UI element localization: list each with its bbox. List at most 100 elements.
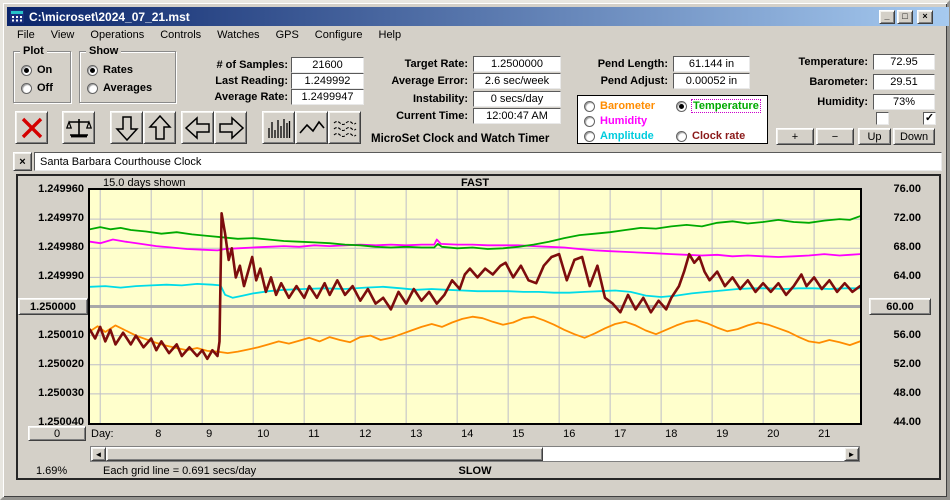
axis-tick-label: 56.00 [893, 328, 921, 341]
instability-label: Instability: [412, 93, 468, 105]
slow-label: SLOW [458, 465, 492, 477]
last-reading-field[interactable]: 1.249992 [291, 73, 364, 89]
clock-rate-radio[interactable]: Clock rate [676, 130, 745, 142]
maximize-button[interactable]: □ [897, 9, 913, 24]
rate-up-button[interactable] [143, 111, 176, 144]
average-error-field[interactable]: 2.6 sec/week [473, 73, 561, 89]
axis-tick-label: 1.249960 [38, 183, 84, 195]
plus-button[interactable]: + [776, 128, 814, 145]
radio-dot-icon [21, 64, 32, 76]
histogram-icon [267, 118, 290, 138]
zero-button[interactable]: 0 [28, 426, 86, 441]
left-checkbox[interactable] [876, 112, 889, 125]
menu-controls[interactable]: Controls [160, 29, 202, 41]
chart-scrollbar[interactable]: ◄ ► [90, 446, 860, 462]
red-x-icon [21, 117, 42, 138]
menu-bar: File View Operations Controls Watches GP… [9, 28, 409, 44]
menu-gps[interactable]: GPS [275, 29, 299, 41]
clear-name-button[interactable]: × [13, 152, 32, 171]
scroll-right-button[interactable] [214, 111, 247, 144]
day-axis-label: Day: [91, 428, 114, 440]
pend-length-label: Pend Length: [597, 58, 668, 70]
humidity-radio[interactable]: Humidity [584, 115, 647, 127]
title-bar[interactable]: C:\microset\2024_07_21.mst _ □ × [7, 7, 949, 26]
app-icon [10, 10, 24, 23]
balance-button[interactable] [62, 111, 95, 144]
temperature-field[interactable]: 72.95 [873, 54, 935, 70]
menu-watches[interactable]: Watches [217, 29, 260, 41]
menu-file[interactable]: File [17, 29, 35, 41]
menu-configure[interactable]: Configure [314, 29, 363, 41]
up-button[interactable]: Up [858, 128, 891, 145]
delete-button[interactable] [15, 111, 48, 144]
plot-groupbox: Plot On Off [13, 45, 71, 103]
axis-tick-label: 72.00 [893, 212, 921, 225]
day-tick-label: 17 [614, 428, 627, 440]
right-axis-center-button[interactable]: 60.00 [869, 298, 931, 315]
down-arrow-icon [114, 115, 139, 141]
waves-view-button[interactable] [328, 111, 361, 144]
right-checkbox-checked[interactable]: ✓ [923, 112, 936, 125]
axis-tick-label: 1.250030 [38, 386, 84, 399]
close-button[interactable]: × [917, 9, 933, 24]
grid-note-label: Each grid line = 0.691 secs/day [103, 465, 257, 477]
day-tick-label: 15 [512, 428, 525, 440]
zoom-percent-label: 1.69% [36, 465, 68, 477]
sensor-select-panel: Barometer Humidity Amplitude Temperature… [577, 95, 768, 144]
average-rate-field[interactable]: 1.2499947 [291, 89, 364, 105]
day-tick-label: 19 [716, 428, 729, 440]
plot-on-label: On [37, 64, 53, 76]
pend-length-field[interactable]: 61.144 in [673, 56, 750, 72]
app-caption: MicroSet Clock and Watch Timer [371, 133, 550, 145]
current-time-field[interactable]: 12:00:47 AM [473, 108, 561, 124]
samples-label: # of Samples: [216, 59, 288, 71]
pend-adjust-field[interactable]: 0.00052 in [673, 73, 750, 89]
left-axis-center-button[interactable]: 1.250000 [18, 298, 88, 315]
menu-operations[interactable]: Operations [90, 29, 145, 41]
plot-off-radio[interactable]: Off [21, 82, 53, 94]
minus-button[interactable]: − [816, 128, 854, 145]
menu-help[interactable]: Help [378, 29, 402, 41]
day-tick-label: 21 [818, 428, 831, 440]
clock-name-input[interactable] [34, 152, 942, 171]
rate-down-button[interactable] [110, 111, 143, 144]
barometer-radio-label: Barometer [600, 100, 656, 112]
axis-tick-label: 1.250010 [38, 328, 84, 341]
line-view-button[interactable] [295, 111, 328, 144]
plot-on-radio[interactable]: On [21, 64, 52, 76]
temperature-radio[interactable]: Temperature [676, 99, 761, 113]
show-averages-label: Averages [103, 82, 153, 94]
minimize-button[interactable]: _ [879, 9, 895, 24]
radio-dot-icon [584, 130, 595, 142]
axis-tick-label: 1.249970 [38, 212, 84, 225]
menu-view[interactable]: View [50, 29, 75, 41]
instability-field[interactable]: 0 secs/day [473, 91, 561, 107]
plot-area [88, 188, 862, 425]
axis-tick-label: 1.250020 [38, 357, 84, 370]
target-rate-field[interactable]: 1.2500000 [473, 56, 561, 72]
scrollbar-right-arrow[interactable]: ► [844, 447, 859, 461]
day-tick-label: 20 [767, 428, 780, 440]
humidity-field[interactable]: 73% [873, 94, 935, 110]
series-clock-rate [88, 211, 862, 361]
barometer-radio[interactable]: Barometer [584, 100, 655, 112]
day-tick-label: 12 [359, 428, 372, 440]
series-humidity [89, 238, 861, 258]
day-tick-label: 14 [461, 428, 474, 440]
series-amplitude [89, 283, 861, 299]
samples-field[interactable]: 21600 [291, 57, 364, 73]
scrollbar-thumb[interactable] [106, 447, 543, 461]
average-rate-label: Average Rate: [214, 91, 288, 103]
show-rates-radio[interactable]: Rates [87, 64, 133, 76]
histogram-view-button[interactable] [262, 111, 295, 144]
day-tick-label: 8 [155, 428, 162, 440]
scrollbar-left-arrow[interactable]: ◄ [91, 447, 106, 461]
temperature-label: Temperature: [798, 56, 868, 68]
window-title: C:\microset\2024_07_21.mst [29, 9, 190, 24]
show-averages-radio[interactable]: Averages [87, 82, 152, 94]
scroll-left-button[interactable] [181, 111, 214, 144]
amplitude-radio[interactable]: Amplitude [584, 130, 654, 142]
barometer-field[interactable]: 29.51 [873, 74, 935, 90]
target-rate-label: Target Rate: [404, 58, 468, 70]
down-button[interactable]: Down [893, 128, 935, 145]
